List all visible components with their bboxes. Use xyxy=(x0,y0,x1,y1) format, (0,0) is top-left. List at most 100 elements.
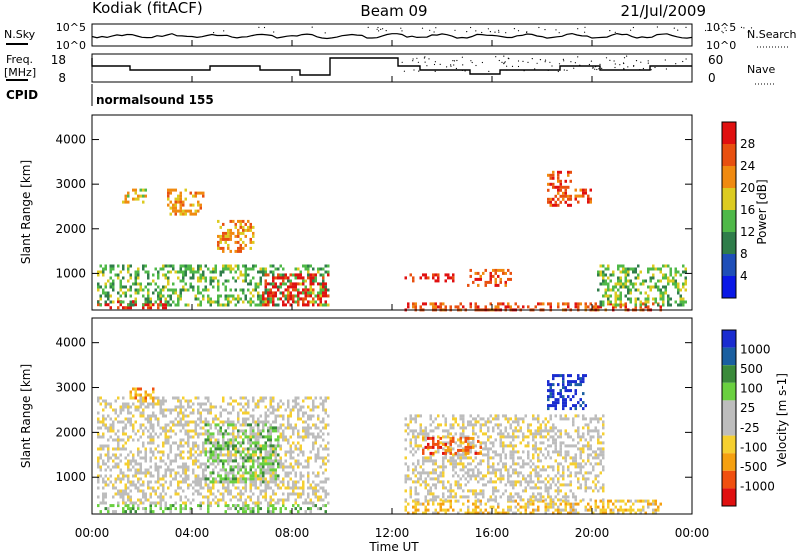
echo-cell xyxy=(144,468,147,472)
echo-cell xyxy=(157,297,160,301)
echo-cell xyxy=(577,471,580,475)
echo-cell xyxy=(467,436,470,440)
echo-cell xyxy=(409,495,412,499)
echo-cell xyxy=(562,508,565,512)
echo-cell xyxy=(309,432,312,436)
echo-cell xyxy=(302,288,305,292)
echo-cell xyxy=(129,288,132,292)
echo-cell xyxy=(682,282,685,286)
echo-cell xyxy=(544,447,547,451)
echo-cell xyxy=(424,511,427,515)
echo-cell xyxy=(174,206,177,210)
echo-cell xyxy=(549,456,552,460)
echo-cell xyxy=(304,297,307,301)
echo-cell xyxy=(209,303,212,307)
echo-cell xyxy=(322,462,325,466)
echo-cell xyxy=(262,426,265,430)
echo-cell xyxy=(319,303,322,307)
echo-cell xyxy=(529,432,532,436)
echo-cell xyxy=(644,303,647,307)
echo-cell xyxy=(444,305,447,309)
echo-cell xyxy=(219,477,222,481)
echo-cell xyxy=(664,288,667,292)
echo-cell xyxy=(207,288,210,292)
echo-cell xyxy=(224,240,227,244)
echo-cell xyxy=(229,498,232,502)
echo-cell xyxy=(287,486,290,490)
echo-cell xyxy=(444,498,447,502)
echo-cell xyxy=(569,194,572,198)
echo-cell xyxy=(672,279,675,283)
echo-cell xyxy=(459,448,462,452)
nave-dot xyxy=(428,58,430,60)
echo-cell xyxy=(194,294,197,298)
echo-cell xyxy=(472,432,475,436)
beam-title: Beam 09 xyxy=(360,2,427,20)
echo-cell xyxy=(107,444,110,448)
echo-cell xyxy=(564,191,567,195)
echo-cell xyxy=(124,200,127,204)
echo-cell xyxy=(269,498,272,502)
echo-cell xyxy=(117,273,120,277)
echo-cell xyxy=(149,486,152,490)
echo-cell xyxy=(647,502,650,506)
echo-cell xyxy=(307,456,310,460)
echo-cell xyxy=(232,453,235,457)
echo-cell xyxy=(569,383,572,387)
echo-cell xyxy=(157,306,160,310)
nave-dot xyxy=(562,58,565,61)
echo-cell xyxy=(209,504,212,508)
echo-cell xyxy=(459,436,462,440)
echo-cell xyxy=(177,209,180,213)
echo-cell xyxy=(317,507,320,511)
echo-cell xyxy=(159,495,162,499)
echo-cell xyxy=(499,456,502,460)
echo-cell xyxy=(312,414,315,418)
echo-cell xyxy=(517,423,520,427)
echo-cell xyxy=(152,405,155,409)
echo-cell xyxy=(117,306,120,310)
echo-cell xyxy=(534,508,537,512)
echo-cell xyxy=(487,456,490,460)
echo-cell xyxy=(97,399,100,403)
echo-cell xyxy=(152,273,155,277)
echo-cell xyxy=(157,435,160,439)
echo-cell xyxy=(599,486,602,490)
echo-cell xyxy=(212,498,215,502)
echo-cell xyxy=(499,429,502,433)
echo-cell xyxy=(142,408,145,412)
echo-cell xyxy=(159,405,162,409)
echo-cell xyxy=(114,456,117,460)
echo-cell xyxy=(152,279,155,283)
echo-cell xyxy=(137,408,140,412)
echo-cell xyxy=(489,271,492,275)
echo-cell xyxy=(467,423,470,427)
echo-cell xyxy=(97,504,100,508)
echo-cell xyxy=(584,505,587,509)
echo-cell xyxy=(227,420,230,424)
echo-cell xyxy=(182,438,185,442)
echo-cell xyxy=(624,267,627,271)
echo-cell xyxy=(322,489,325,493)
echo-cell xyxy=(179,504,182,508)
echo-cell xyxy=(537,420,540,424)
echo-cell xyxy=(517,502,520,506)
echo-cell xyxy=(502,444,505,448)
echo-cell xyxy=(182,414,185,418)
echo-cell xyxy=(457,444,460,448)
echo-cell xyxy=(249,246,252,250)
echo-cell xyxy=(607,267,610,271)
nave-dot xyxy=(675,63,677,65)
echo-cell xyxy=(174,489,177,493)
colorbar-swatch xyxy=(722,232,736,254)
echo-cell xyxy=(459,417,462,421)
echo-cell xyxy=(427,456,430,460)
echo-cell xyxy=(407,502,410,506)
echo-cell xyxy=(222,234,225,238)
echo-cell xyxy=(99,474,102,478)
echo-cell xyxy=(412,505,415,509)
echo-cell xyxy=(579,194,582,198)
echo-cell xyxy=(212,483,215,487)
echo-cell xyxy=(242,219,245,223)
